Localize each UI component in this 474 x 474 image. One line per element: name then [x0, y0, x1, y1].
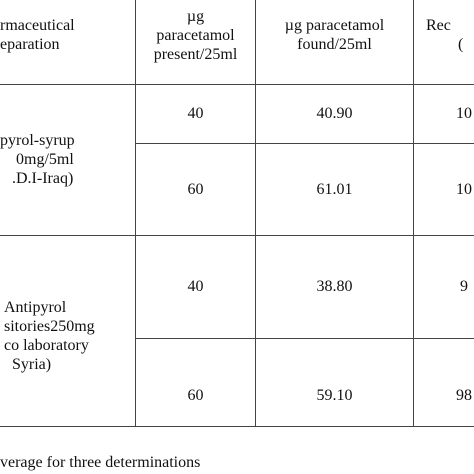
preparation-line: sitories250mg [4, 318, 95, 335]
preparation-line: .D.I-Iraq) [12, 170, 74, 187]
header-present-line: paracetamol [156, 27, 235, 44]
rule-table-bottom [0, 426, 474, 427]
header-present: µg paracetamol present/25ml [136, 7, 255, 64]
preparation-line: co laboratory [4, 337, 89, 354]
rule-group-separator [0, 235, 474, 236]
cell-recovery: 9 [460, 278, 468, 295]
header-found-line: found/25ml [297, 36, 372, 53]
header-recovery-line: ( [458, 36, 464, 53]
cell-present: 60 [187, 181, 204, 198]
preparation-suppositories: Antipyrol sitories250mg co laboratory Sy… [0, 298, 134, 374]
rule-col-3 [413, 0, 414, 427]
cell-present: 60 [187, 387, 204, 404]
header-preparation: rmaceutical eparation [0, 16, 134, 54]
preparation-line: 0mg/5ml [16, 151, 74, 168]
table-footnote: verage for three determinations [0, 454, 201, 471]
cell-recovery: 10 [456, 181, 472, 198]
header-preparation-line: rmaceutical [0, 17, 75, 34]
cell-found: 38.80 [316, 278, 353, 295]
rule-group1-mid [135, 143, 474, 144]
cell-present: 40 [187, 278, 204, 295]
cell-present: 40 [187, 105, 204, 122]
header-present-line: µg [186, 8, 205, 25]
cell-found: 59.10 [316, 387, 353, 404]
header-preparation-line: eparation [0, 36, 60, 53]
header-recovery-line: Rec [426, 17, 451, 34]
rule-col-1 [135, 0, 136, 427]
header-present-line: present/25ml [153, 46, 238, 63]
header-found-line: µg paracetamol [284, 17, 385, 34]
header-recovery: Rec ( [426, 16, 474, 54]
preparation-line: Antipyrol [4, 299, 67, 316]
preparation-syrup: pyrol-syrup 0mg/5ml .D.I-Iraq) [0, 131, 134, 188]
cell-recovery: 98 [456, 387, 472, 404]
rule-header-bottom [0, 84, 474, 85]
cell-recovery: 10 [456, 105, 472, 122]
rule-group2-mid [135, 338, 474, 339]
preparation-line: pyrol-syrup [0, 132, 75, 149]
header-found: µg paracetamol found/25ml [256, 16, 413, 54]
rule-col-2 [255, 0, 256, 427]
preparation-line: Syria) [12, 356, 52, 373]
cell-found: 61.01 [316, 181, 353, 198]
cell-found: 40.90 [316, 105, 353, 122]
